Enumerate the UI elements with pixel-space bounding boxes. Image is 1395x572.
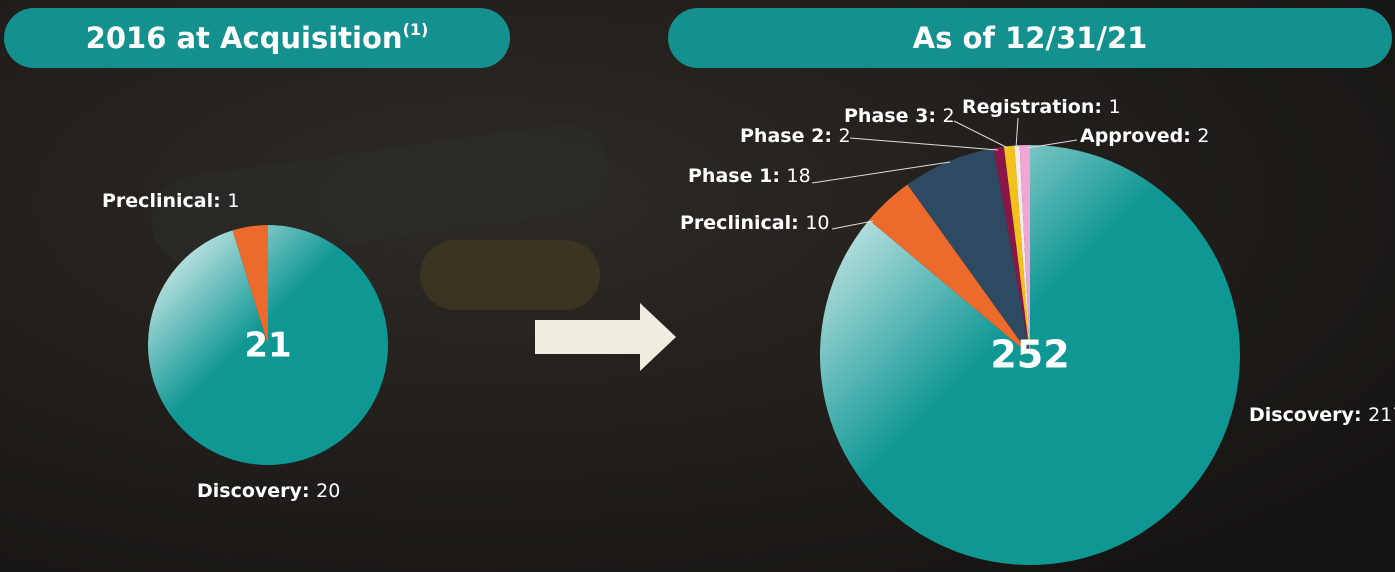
slice-label: Preclinical: 10 bbox=[680, 212, 830, 234]
chart-title: As of 12/31/21 bbox=[913, 21, 1148, 55]
slice-value: 18 bbox=[787, 165, 811, 187]
slice-category: Phase 2 bbox=[740, 125, 824, 147]
slice-value: 217 bbox=[1368, 404, 1395, 426]
separator: : bbox=[213, 190, 227, 212]
slice-label: Phase 2: 2 bbox=[740, 125, 851, 147]
separator: : bbox=[928, 105, 942, 127]
slice-label: Phase 3: 2 bbox=[844, 105, 955, 127]
pie-total: 252 bbox=[990, 333, 1069, 377]
slice-category: Discovery bbox=[197, 480, 303, 502]
slice-category: Registration bbox=[962, 96, 1094, 118]
slide: 2016 at Acquisition(1) As of 12/31/21 Di… bbox=[0, 0, 1395, 572]
slice-value: 10 bbox=[805, 212, 829, 234]
slice-category: Phase 3 bbox=[844, 105, 928, 127]
title-note: (1) bbox=[403, 20, 429, 39]
separator: : bbox=[1094, 96, 1108, 118]
slice-category: Approved bbox=[1080, 125, 1183, 147]
slice-value: 20 bbox=[316, 480, 340, 502]
slice-label: Phase 1: 18 bbox=[688, 165, 811, 187]
slice-label: Discovery: 20 bbox=[197, 480, 340, 502]
separator: : bbox=[772, 165, 786, 187]
slice-label: Preclinical: 1 bbox=[102, 190, 239, 212]
slice-value: 2 bbox=[1197, 125, 1209, 147]
title-text: 2016 at Acquisition bbox=[86, 21, 403, 55]
chart-title: 2016 at Acquisition(1) bbox=[86, 20, 429, 56]
separator: : bbox=[824, 125, 838, 147]
slice-value: 1 bbox=[1109, 96, 1121, 118]
separator: : bbox=[1354, 404, 1368, 426]
slice-value: 2 bbox=[943, 105, 955, 127]
slice-label: Discovery: 217 bbox=[1249, 404, 1395, 426]
pie-total: 21 bbox=[244, 326, 291, 366]
slice-category: Phase 1 bbox=[688, 165, 772, 187]
slice-label: Registration: 1 bbox=[962, 96, 1121, 118]
backdrop-shape bbox=[420, 240, 600, 310]
separator: : bbox=[791, 212, 805, 234]
slice-category: Discovery bbox=[1249, 404, 1355, 426]
slice-category: Preclinical bbox=[102, 190, 213, 212]
page: 2016 at Acquisition(1) As of 12/31/21 Di… bbox=[0, 0, 1395, 572]
slice-category: Preclinical bbox=[680, 212, 791, 234]
slice-value: 1 bbox=[227, 190, 239, 212]
slice-label: Approved: 2 bbox=[1080, 125, 1210, 147]
separator: : bbox=[302, 480, 316, 502]
slice-value: 2 bbox=[839, 125, 851, 147]
separator: : bbox=[1183, 125, 1197, 147]
